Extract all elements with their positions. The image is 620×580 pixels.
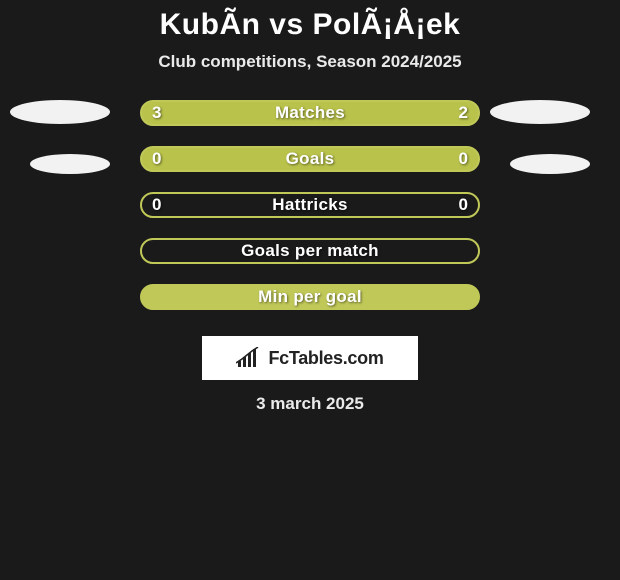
page-title: KubÃn vs PolÃ¡Å¡ek bbox=[0, 8, 620, 42]
stat-value-left: 3 bbox=[152, 100, 161, 126]
bar-chart-icon bbox=[236, 347, 262, 369]
stat-rows: Matches32Goals00Hattricks00Goals per mat… bbox=[0, 100, 620, 330]
stat-label: Min per goal bbox=[142, 286, 478, 308]
stat-row-goals: Goals0 0 bbox=[0, 146, 620, 192]
stat-label: Goals bbox=[142, 148, 478, 170]
stat-bar: Hattricks bbox=[140, 192, 480, 218]
subtitle: Club competitions, Season 2024/2025 bbox=[0, 52, 620, 72]
brand-name: FcTables.com bbox=[268, 348, 383, 369]
comparison-card: KubÃn vs PolÃ¡Å¡ek Club competitions, Se… bbox=[0, 0, 620, 414]
stat-row-matches: Matches3 2 bbox=[0, 100, 620, 146]
stat-bar: Goals per match bbox=[140, 238, 480, 264]
stat-value-right: 0 bbox=[459, 192, 468, 218]
stat-row-gpm: Goals per match bbox=[0, 238, 620, 284]
stat-value-left: 0 bbox=[152, 146, 161, 172]
date-label: 3 march 2025 bbox=[0, 394, 620, 414]
stat-value-left: 0 bbox=[152, 192, 161, 218]
stat-row-mpg: Min per goal bbox=[0, 284, 620, 330]
stat-label: Goals per match bbox=[142, 240, 478, 262]
stat-value-right: 0 bbox=[459, 146, 468, 172]
brand-logo[interactable]: FcTables.com bbox=[202, 336, 418, 380]
stat-bar: Min per goal bbox=[140, 284, 480, 310]
stat-row-hattricks: Hattricks0 0 bbox=[0, 192, 620, 238]
stat-value-right: 2 bbox=[459, 100, 468, 126]
stat-label: Hattricks bbox=[142, 194, 478, 216]
stat-label: Matches bbox=[142, 102, 478, 124]
stat-bar: Goals bbox=[140, 146, 480, 172]
stat-bar: Matches bbox=[140, 100, 480, 126]
